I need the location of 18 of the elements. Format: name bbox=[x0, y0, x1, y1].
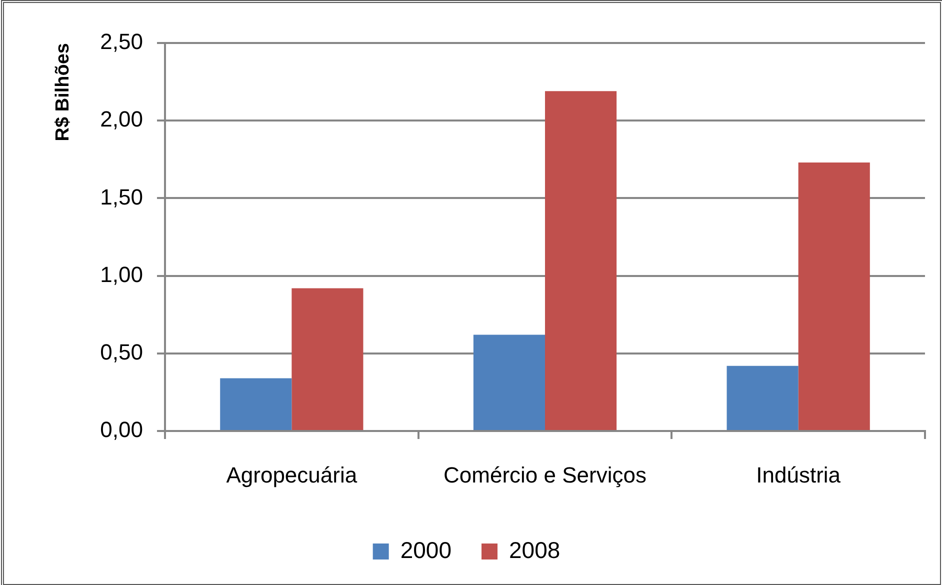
legend-label: 2000 bbox=[400, 536, 452, 563]
bar bbox=[473, 334, 545, 430]
y-axis-title: R$ Bilhões bbox=[52, 43, 74, 142]
y-tick-label: 0,50 bbox=[100, 339, 143, 364]
bar bbox=[292, 288, 364, 430]
y-tick-label: 1,50 bbox=[100, 184, 143, 210]
bar bbox=[798, 162, 870, 430]
x-tick-label: Indústria bbox=[756, 462, 842, 488]
legend-label: 2008 bbox=[509, 536, 560, 563]
y-tick-label: 0,00 bbox=[100, 417, 143, 442]
bar bbox=[545, 91, 617, 430]
y-tick-label: 1,00 bbox=[100, 262, 143, 287]
bar bbox=[726, 366, 798, 430]
x-tick-label: Agropecuária bbox=[226, 462, 358, 488]
bar bbox=[220, 378, 292, 430]
x-tick-label: Comércio e Serviços bbox=[444, 462, 646, 488]
y-tick-label: 2,50 bbox=[100, 29, 143, 54]
y-tick-label: 2,00 bbox=[100, 106, 143, 132]
